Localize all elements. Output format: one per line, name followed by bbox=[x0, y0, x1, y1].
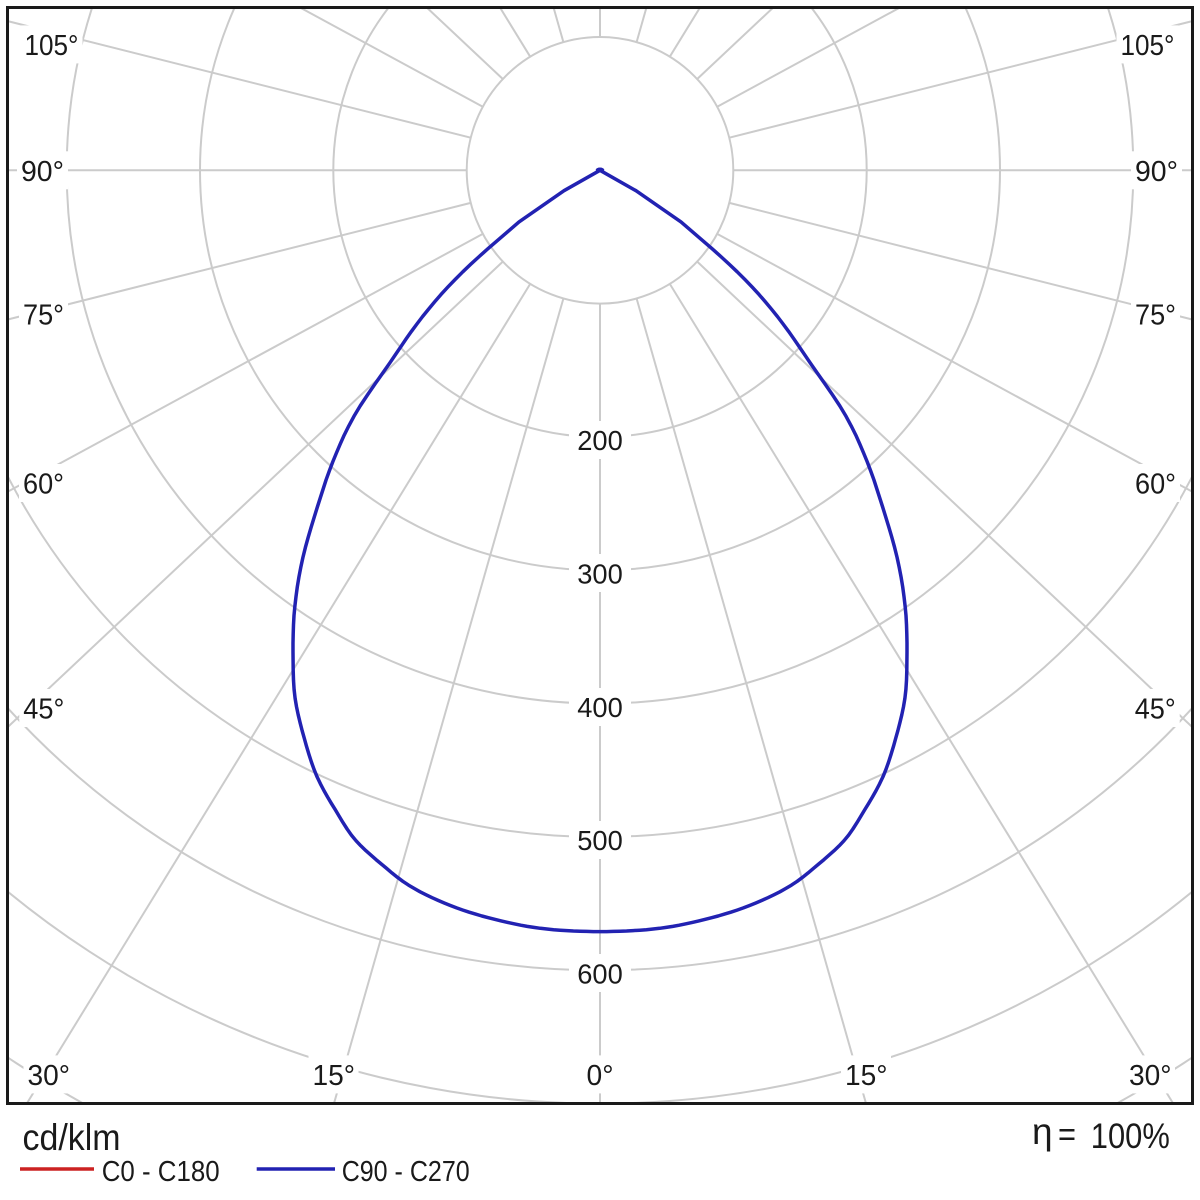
svg-text:45°: 45° bbox=[23, 694, 64, 726]
svg-text:η: η bbox=[1032, 1111, 1053, 1152]
svg-text:C0 - C180: C0 - C180 bbox=[102, 1156, 220, 1188]
svg-text:60°: 60° bbox=[1135, 469, 1176, 501]
svg-text:100%: 100% bbox=[1091, 1117, 1170, 1156]
svg-text:30°: 30° bbox=[28, 1060, 71, 1092]
svg-text:400: 400 bbox=[577, 692, 623, 723]
svg-text:75°: 75° bbox=[23, 300, 64, 332]
svg-text:30°: 30° bbox=[1129, 1060, 1172, 1092]
svg-text:15°: 15° bbox=[845, 1060, 888, 1092]
svg-text:0°: 0° bbox=[587, 1060, 614, 1092]
svg-text:60°: 60° bbox=[23, 469, 64, 501]
svg-text:cd/klm: cd/klm bbox=[23, 1117, 121, 1158]
svg-text:105°: 105° bbox=[25, 30, 79, 62]
svg-text:90°: 90° bbox=[21, 156, 64, 188]
svg-text:=: = bbox=[1058, 1116, 1076, 1154]
svg-text:300: 300 bbox=[577, 559, 623, 590]
svg-text:500: 500 bbox=[577, 825, 623, 856]
svg-text:200: 200 bbox=[577, 425, 623, 456]
svg-text:105°: 105° bbox=[1121, 30, 1175, 62]
svg-text:75°: 75° bbox=[1135, 300, 1176, 332]
svg-text:C90 - C270: C90 - C270 bbox=[342, 1156, 470, 1188]
svg-text:90°: 90° bbox=[1135, 156, 1178, 188]
svg-text:45°: 45° bbox=[1135, 694, 1176, 726]
svg-text:600: 600 bbox=[577, 959, 623, 990]
svg-text:15°: 15° bbox=[313, 1060, 356, 1092]
